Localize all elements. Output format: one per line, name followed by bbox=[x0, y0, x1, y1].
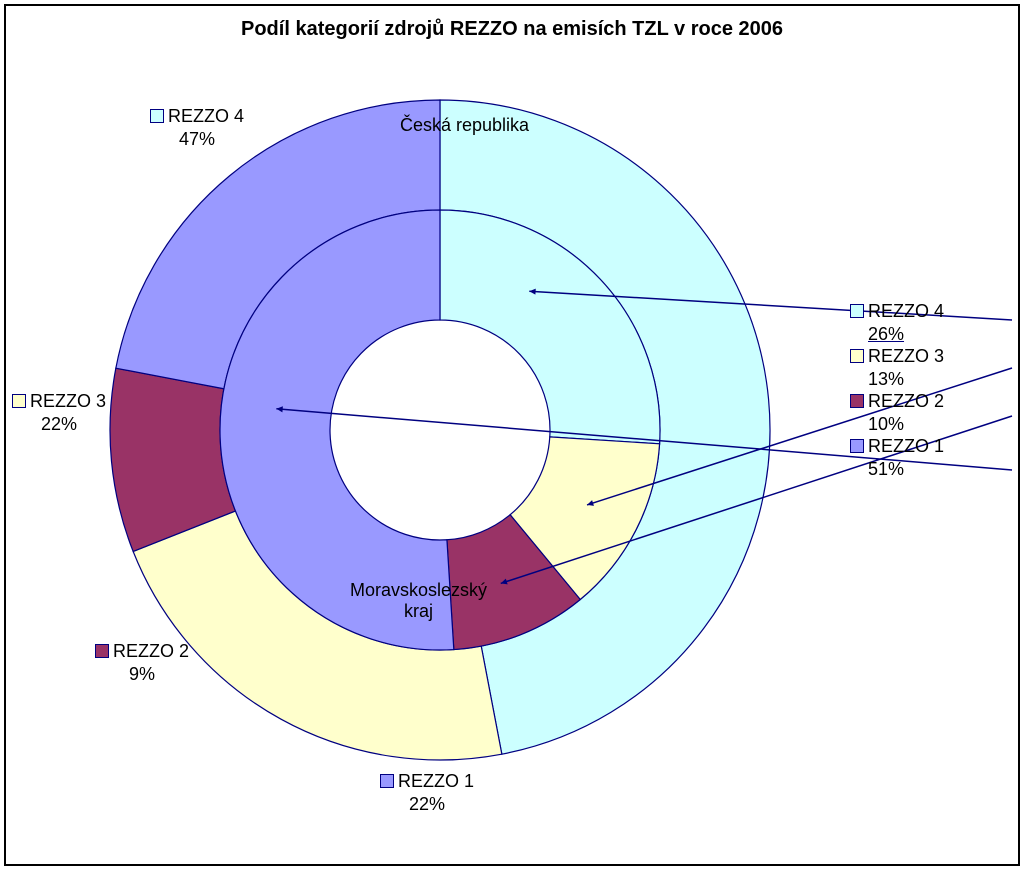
legend-item-rezzo4: REZZO 426% bbox=[850, 300, 944, 345]
legend-item-rezzo1: REZZO 151% bbox=[850, 435, 944, 480]
inner-ring-name: Moravskoslezskýkraj bbox=[350, 580, 487, 622]
outer-label-rezzo2: REZZO 29% bbox=[95, 640, 189, 685]
outer-label-rezzo4: REZZO 447% bbox=[150, 105, 244, 150]
legend-item-rezzo3: REZZO 313% bbox=[850, 345, 944, 390]
outer-ring-name: Česká republika bbox=[400, 115, 529, 136]
legend: REZZO 426%REZZO 313%REZZO 210%REZZO 151% bbox=[850, 300, 944, 480]
outer-label-rezzo1: REZZO 122% bbox=[380, 770, 474, 815]
legend-item-rezzo2: REZZO 210% bbox=[850, 390, 944, 435]
outer-label-rezzo3: REZZO 322% bbox=[12, 390, 106, 435]
